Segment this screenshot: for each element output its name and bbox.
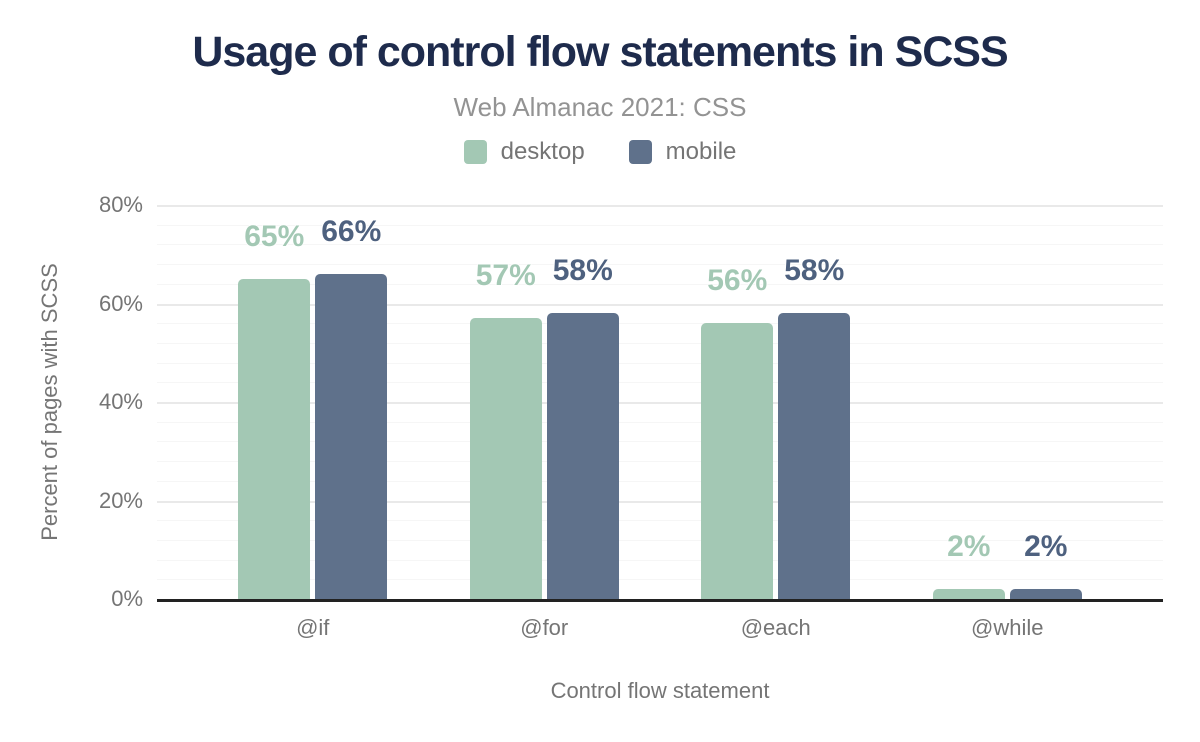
value-label-mobile-if: 66% (321, 214, 382, 248)
gridline-major (157, 402, 1163, 404)
value-label-mobile-each: 58% (784, 254, 845, 288)
bar-mobile-for (546, 313, 619, 599)
gridline-minor (157, 539, 1163, 541)
gridline-major (157, 205, 1163, 207)
x-tick-label-each: @each (740, 615, 811, 640)
value-label-desktop-if: 65% (244, 219, 305, 253)
gridline-minor (157, 441, 1163, 443)
y-tick-label: 40% (98, 389, 143, 414)
bar-mobile-each (778, 313, 851, 599)
plot-area: 0% 20% 40% 60% 80% @if 65% 66% @for 57% 58% @each 56… (99, 192, 1163, 640)
gridline-minor (157, 244, 1163, 246)
gridline-minor (157, 362, 1163, 364)
gridline-minor (157, 421, 1163, 423)
bar-desktop-if (238, 278, 311, 599)
legend-swatch-desktop (463, 140, 487, 164)
x-axis-title: Control flow statement (550, 678, 770, 703)
bar-desktop-while (932, 589, 1005, 599)
gridline-major (157, 303, 1163, 306)
legend-label-desktop: desktop (500, 138, 585, 165)
value-label-mobile-for: 58% (552, 254, 613, 288)
value-label-desktop-for: 57% (475, 259, 536, 293)
chart-subtitle: Web Almanac 2021: CSS (453, 92, 747, 122)
x-tick-label-if: @if (296, 615, 330, 640)
gridline-minor (157, 323, 1163, 325)
gridline-major (157, 500, 1163, 503)
value-label-desktop-while: 2% (947, 530, 991, 564)
x-tick-label-while: @while (971, 615, 1044, 640)
chart-legend: desktop mobile (0, 138, 1200, 166)
legend-item-mobile: mobile (628, 138, 737, 166)
x-tick-label-for: @for (520, 615, 569, 640)
legend-swatch-mobile (628, 140, 652, 164)
bar-mobile-if (315, 273, 388, 599)
value-label-mobile-while: 2% (1024, 530, 1068, 564)
bar-mobile-while (1009, 589, 1082, 599)
gridline-minor (157, 579, 1163, 581)
gridline-minor (157, 342, 1163, 344)
value-label-desktop-each: 56% (707, 264, 768, 298)
chart-title: Usage of control flow statements in SCSS (192, 28, 1008, 76)
gridline-minor (157, 559, 1163, 561)
gridline-minor (157, 382, 1163, 384)
gridline-minor (157, 224, 1163, 226)
y-tick-label: 80% (98, 192, 143, 217)
legend-label-mobile: mobile (665, 138, 737, 165)
gridline-minor (157, 520, 1163, 522)
bar-desktop-each (701, 323, 774, 599)
bar-desktop-for (469, 318, 542, 599)
gridline-minor (157, 461, 1163, 463)
gridline-minor (157, 480, 1163, 482)
y-tick-label: 20% (98, 487, 143, 513)
y-tick-label: 60% (98, 290, 143, 316)
gridline-minor (157, 283, 1163, 285)
legend-item-desktop: desktop (463, 138, 585, 166)
gridline-minor (157, 264, 1163, 266)
y-tick-label: 0% (111, 586, 143, 611)
